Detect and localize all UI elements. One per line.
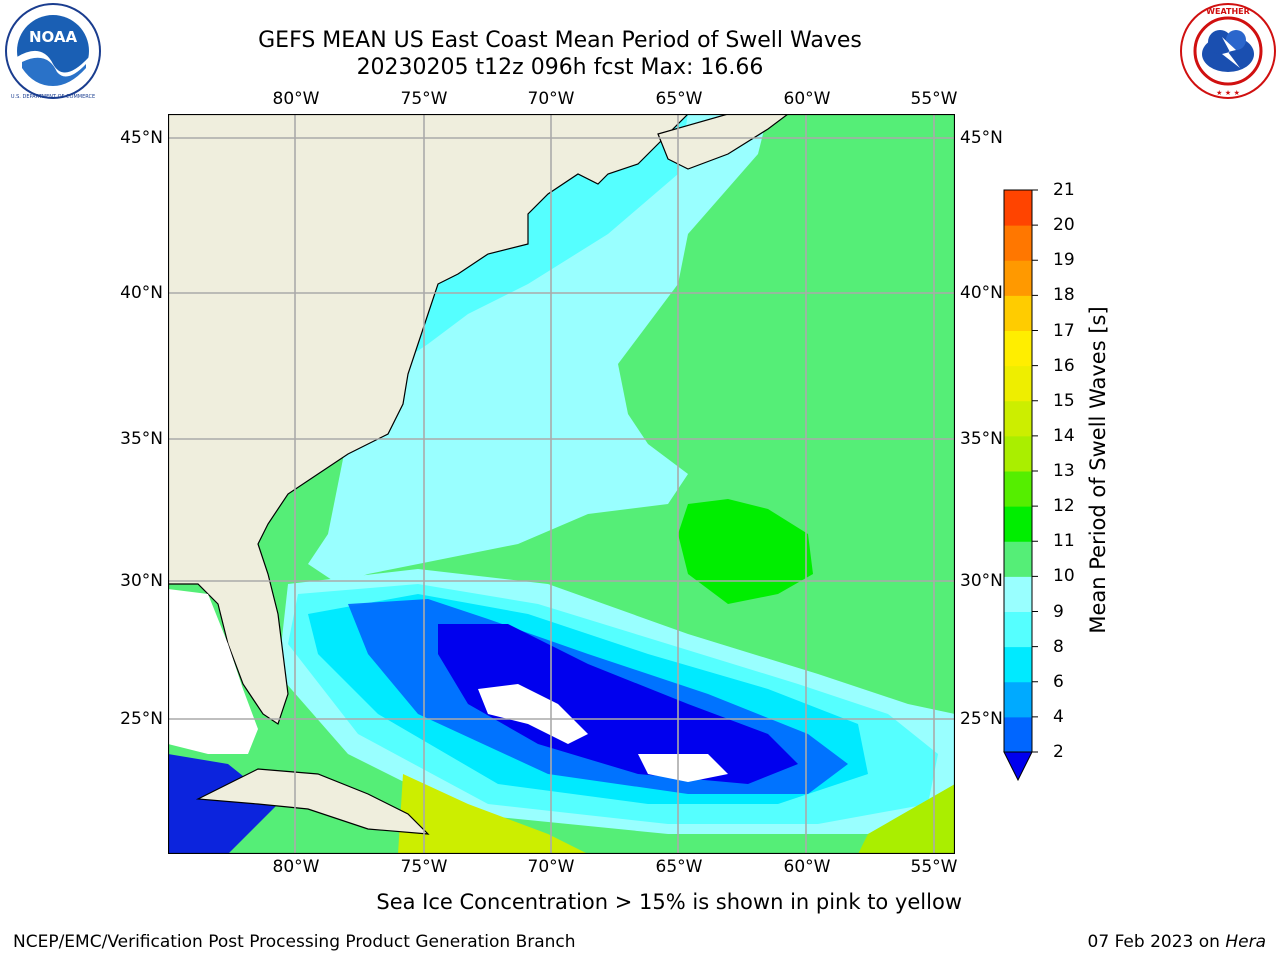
band-under-2s: [438, 624, 798, 784]
swell-period-map: [168, 114, 955, 854]
colorbar-tick-label: 20: [1053, 215, 1075, 236]
colorbar-segment: [1004, 471, 1032, 507]
svg-text:NOAA: NOAA: [29, 28, 78, 46]
colorbar-tick-label: 12: [1053, 496, 1075, 517]
colorbar-segment: [1004, 365, 1032, 402]
lat-label-right: 40°N: [960, 283, 1003, 303]
svg-text:★ ★ ★: ★ ★ ★: [1216, 89, 1240, 97]
colorbar-segment: [1004, 576, 1032, 612]
colorbar-segment: [1004, 190, 1032, 226]
lat-label-right: 35°N: [960, 429, 1003, 449]
lat-label-left: 35°N: [120, 429, 163, 449]
graticule: [168, 114, 955, 854]
lat-label-left: 45°N: [120, 128, 163, 148]
nws-logo: WEATHER ★ ★ ★: [1180, 3, 1276, 99]
colorbar-tick-label: 18: [1053, 285, 1075, 306]
lat-label-right: 25°N: [960, 709, 1003, 729]
lon-label-top: 80°W: [272, 89, 320, 109]
colorbar-tick-label: 13: [1053, 461, 1075, 481]
footer-date: 07 Feb 2023 on Hera: [1088, 932, 1266, 952]
colorbar-tick-label: 15: [1053, 390, 1075, 411]
colorbar-tick-label: 9: [1053, 601, 1064, 622]
colorbar-tick-label: 19: [1053, 250, 1075, 271]
colorbar-tick-label: 10: [1053, 566, 1075, 587]
lat-label-right: 30°N: [960, 571, 1003, 591]
colorbar-segment: [1004, 400, 1032, 437]
svg-text:U.S. DEPARTMENT OF COMMERCE: U.S. DEPARTMENT OF COMMERCE: [11, 94, 95, 100]
colorbar-segment: [1004, 225, 1032, 261]
no-data-patch: [478, 684, 588, 744]
chart-subtitle: 20230205 t12z 096h fcst Max: 16.66: [356, 55, 764, 80]
colorbar-tick-label: 6: [1053, 671, 1064, 692]
chart-title: GEFS MEAN US East Coast Mean Period of S…: [258, 28, 862, 53]
colorbar-under-arrow: [1003, 751, 1033, 782]
colorbar-segment: [1004, 260, 1032, 296]
colorbar-segment: [1004, 295, 1032, 331]
colorbar-tick-label: 16: [1053, 355, 1075, 376]
lon-label-top: 65°W: [655, 89, 703, 109]
footer-credit: NCEP/EMC/Verification Post Processing Pr…: [13, 932, 576, 952]
no-data-gulf: [168, 589, 258, 754]
svg-text:WEATHER: WEATHER: [1206, 7, 1250, 16]
footer-machine: Hera: [1225, 932, 1266, 952]
land-north-america: [168, 114, 689, 725]
lon-label-bottom: 80°W: [272, 857, 320, 877]
lon-label-top: 70°W: [527, 89, 575, 109]
footer-date-text: 07 Feb 2023 on: [1087, 932, 1226, 952]
no-data-patch: [638, 754, 728, 782]
colorbar-segment: [1004, 646, 1032, 683]
colorbar-segment: [1004, 681, 1032, 718]
colorbar-segment: [1004, 716, 1032, 753]
lat-label-left: 30°N: [120, 571, 163, 591]
colorbar-tick-label: 14: [1053, 425, 1075, 446]
colorbar: [1003, 189, 1038, 782]
colorbar-tick-label: 17: [1053, 320, 1075, 341]
lat-label-left: 40°N: [120, 283, 163, 303]
land-nova-scotia: [657, 114, 789, 170]
colorbar-tick-label: 8: [1053, 636, 1064, 657]
colorbar-segment: [1004, 611, 1032, 648]
lat-label-left: 25°N: [120, 709, 163, 729]
lon-label-bottom: 60°W: [783, 857, 831, 877]
gulf-blue: [168, 754, 278, 854]
band-10-11s: [678, 499, 813, 604]
colorbar-label: Mean Period of Swell Waves [s]: [1086, 306, 1110, 634]
colorbar-segment: [1004, 541, 1032, 577]
lon-label-bottom: 55°W: [910, 857, 958, 877]
lon-label-bottom: 65°W: [655, 857, 703, 877]
colorbar-tick-label: 2: [1053, 742, 1064, 762]
noaa-logo: NOAA U.S. DEPARTMENT OF COMMERCE: [5, 3, 101, 100]
lon-label-top: 60°W: [783, 89, 831, 109]
band-12-14s: [398, 774, 588, 854]
colorbar-segment: [1004, 435, 1032, 472]
sea-ice-note: Sea Ice Concentration > 15% is shown in …: [376, 890, 962, 914]
lon-label-bottom: 70°W: [527, 857, 575, 877]
band-12-14s-east: [858, 784, 955, 854]
lon-label-top: 75°W: [400, 89, 448, 109]
land-cuba: [195, 768, 430, 835]
colorbar-segment: [1004, 330, 1032, 367]
lat-label-right: 45°N: [960, 128, 1003, 148]
lon-label-bottom: 75°W: [400, 857, 448, 877]
lon-label-top: 55°W: [910, 89, 958, 109]
colorbar-tick-label: 11: [1053, 531, 1075, 552]
colorbar-tick-label: 21: [1053, 180, 1075, 200]
colorbar-tick-label: 4: [1053, 706, 1064, 727]
colorbar-segment: [1004, 506, 1032, 542]
